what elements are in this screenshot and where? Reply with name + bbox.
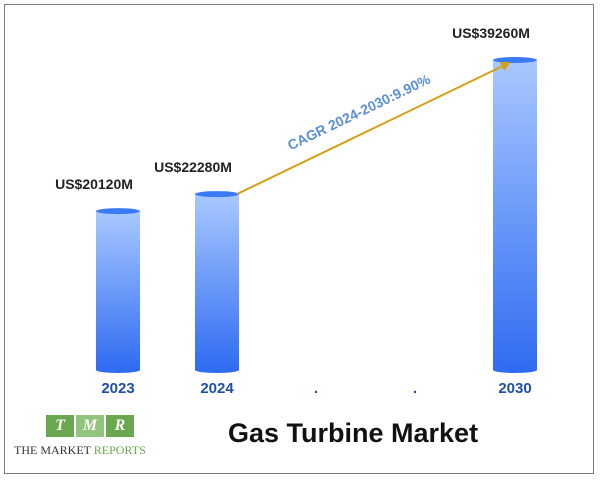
logo-tile-r: R <box>106 415 134 437</box>
logo-text-green: REPORTS <box>93 443 146 457</box>
bar-2030 <box>493 60 537 370</box>
logo-text-dark: THE MARKET <box>14 443 94 457</box>
value-label-2030: US$39260M <box>452 25 530 41</box>
bar-2024 <box>195 194 239 370</box>
bars-group <box>96 57 537 373</box>
category-label-4: 2030 <box>498 380 531 397</box>
bar-chart: 2023 US$20120M 2024 US$22280M.. 2030 US$39260… <box>55 25 537 397</box>
category-label-3: . <box>413 380 417 397</box>
bar-base-2024 <box>195 367 239 373</box>
value-label-2023: US$20120M <box>55 176 133 192</box>
value-label-2024: US$22280M <box>154 159 232 175</box>
bar-2023 <box>96 211 140 370</box>
category-label-2: . <box>314 380 318 397</box>
logo-tile-m: M <box>76 415 104 437</box>
logo-wordmark: THE MARKET REPORTS <box>14 443 146 458</box>
market-title: Gas Turbine Market <box>228 418 479 448</box>
bar-cap-2024 <box>195 191 239 198</box>
company-logo: T M R THE MARKET REPORTS <box>14 415 154 465</box>
logo-tiles: T M R <box>46 415 134 437</box>
bar-cap-2030 <box>493 57 537 63</box>
chart-frame <box>4 4 594 474</box>
category-label-1: 2024 <box>200 380 234 397</box>
logo-tile-t: T <box>46 415 74 437</box>
cagr-annotation: CAGR 2024-2030:9.90% <box>285 71 433 154</box>
cagr-arrow <box>236 61 511 195</box>
category-label-0: 2023 <box>101 380 134 397</box>
bar-cap-2023 <box>96 208 140 215</box>
bar-base-2023 <box>96 367 140 373</box>
bar-base-2030 <box>493 367 537 373</box>
